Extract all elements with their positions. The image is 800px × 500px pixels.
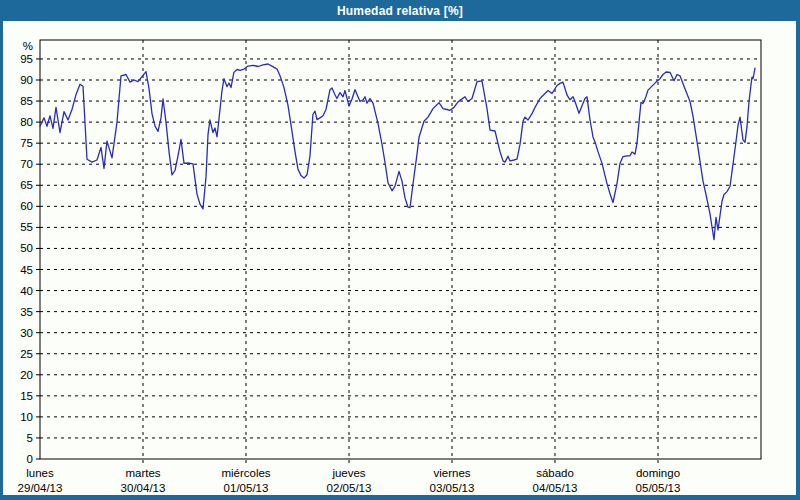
y-tick-label: 85 — [20, 95, 33, 107]
y-tick-label: 35 — [20, 306, 33, 318]
y-tick-label: 50 — [20, 242, 33, 254]
chart-title: Humedad relativa [%] — [337, 4, 463, 18]
y-tick-label: 25 — [20, 348, 33, 360]
x-day-date-label: 01/05/13 — [224, 482, 269, 494]
y-tick-label: 65 — [20, 179, 33, 191]
title-bar: Humedad relativa [%] — [0, 0, 800, 21]
x-day-date-label: 29/04/13 — [18, 482, 63, 494]
y-tick-label: 20 — [20, 369, 33, 381]
x-day-date-label: 30/04/13 — [121, 482, 166, 494]
x-day-name-label: miércoles — [221, 467, 270, 479]
y-tick-label: 80 — [20, 116, 33, 128]
y-tick-label: 0 — [27, 453, 33, 465]
y-tick-label: 90 — [20, 74, 33, 86]
x-day-name-label: viernes — [433, 467, 470, 479]
x-day-name-label: domingo — [636, 467, 680, 479]
x-day-name-label: martes — [125, 467, 160, 479]
y-axis-unit-label: % — [23, 40, 33, 52]
x-day-date-label: 03/05/13 — [430, 482, 475, 494]
humidity-series-line — [40, 64, 755, 240]
chart-panel: 0 5 10 15 20 25 30 35 40 45 50 55 60 65 70 75 80 85 90 95% l… — [3, 21, 796, 495]
x-day-date-label: 05/05/13 — [636, 482, 681, 494]
y-tick-label: 10 — [20, 411, 33, 423]
plot-border — [40, 40, 761, 459]
x-day-name-label: lunes — [26, 467, 54, 479]
y-tick-label: 55 — [20, 221, 33, 233]
y-tick-label: 15 — [20, 390, 33, 402]
y-tick-label: 95 — [20, 53, 33, 65]
y-tick-label: 75 — [20, 137, 33, 149]
chart-window: Humedad relativa [%] 0 5 10 15 20 25 30 35 40 45 5… — [0, 0, 800, 500]
x-day-date-label: 02/05/13 — [327, 482, 372, 494]
y-tick-label: 30 — [20, 327, 33, 339]
y-tick-label: 60 — [20, 200, 33, 212]
y-tick-label: 40 — [20, 285, 33, 297]
x-day-name-label: sábado — [536, 467, 574, 479]
y-tick-label: 5 — [27, 432, 33, 444]
humidity-line-chart: 0 5 10 15 20 25 30 35 40 45 50 55 60 65 70 75 80 85 90 95% l… — [3, 21, 796, 495]
x-day-name-label: jueves — [331, 467, 365, 479]
y-tick-label: 45 — [20, 264, 33, 276]
x-day-date-label: 04/05/13 — [533, 482, 578, 494]
y-tick-label: 70 — [20, 158, 33, 170]
